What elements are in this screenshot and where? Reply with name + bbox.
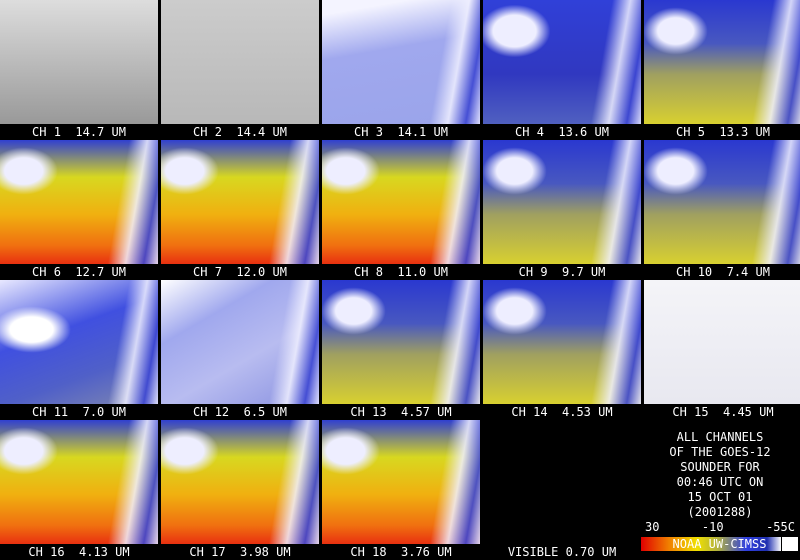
- panel: CH 2 14.4 UM: [161, 0, 319, 140]
- panel: CH 14 4.53 UM: [483, 280, 641, 420]
- panel-label: VISIBLE 0.70 UM: [507, 545, 617, 559]
- panel-image: [322, 140, 480, 264]
- panel-label: CH 15 4.45 UM: [672, 405, 774, 419]
- panel-label: CH 13 4.57 UM: [350, 405, 452, 419]
- colorbar: [641, 537, 781, 551]
- panel-image: [644, 140, 800, 264]
- panel-image: [161, 140, 319, 264]
- panel-label: CH 16 4.13 UM: [28, 545, 130, 559]
- panel: CH 18 3.76 UM: [322, 420, 480, 560]
- panel-label: CH 5 13.3 UM: [676, 125, 770, 139]
- info-line: (2001288): [687, 505, 753, 519]
- panel: CH 5 13.3 UM: [644, 0, 800, 140]
- panel-image: [161, 0, 319, 124]
- panel-image: [0, 0, 158, 124]
- panel-label: CH 1 14.7 UM: [32, 125, 126, 139]
- panel-label: CH 17 3.98 UM: [189, 545, 291, 559]
- panel-label: CH 9 9.7 UM: [518, 265, 606, 279]
- credit: NOAA UW-CIMSS: [672, 537, 767, 551]
- panel-image: [483, 420, 641, 544]
- panel-label: CH 2 14.4 UM: [193, 125, 287, 139]
- panel-image: [644, 0, 800, 124]
- panel-image: [483, 280, 641, 404]
- panel: CH 16 4.13 UM: [0, 420, 158, 560]
- panel: CH 7 12.0 UM: [161, 140, 319, 280]
- panel-label: CH 8 11.0 UM: [354, 265, 448, 279]
- panel-image: [161, 420, 319, 544]
- panel-image: [322, 420, 480, 544]
- panel-label: CH 7 12.0 UM: [193, 265, 287, 279]
- panel-label: CH 18 3.76 UM: [350, 545, 452, 559]
- panel: CH 10 7.4 UM: [644, 140, 800, 280]
- panel-image: [322, 0, 480, 124]
- panel: CH 1 14.7 UM: [0, 0, 158, 140]
- panel: CH 3 14.1 UM: [322, 0, 480, 140]
- panel: CH 13 4.57 UM: [322, 280, 480, 420]
- colorbar-labels: 30 -10 -55C: [645, 520, 795, 534]
- info-line: SOUNDER FOR: [680, 460, 760, 474]
- colorbar-end: [782, 537, 798, 551]
- panel: CH 11 7.0 UM: [0, 280, 158, 420]
- panel: CH 12 6.5 UM: [161, 280, 319, 420]
- panel: CH 8 11.0 UM: [322, 140, 480, 280]
- panel-image: [483, 140, 641, 264]
- panel-label: CH 14 4.53 UM: [511, 405, 613, 419]
- panel: CH 4 13.6 UM: [483, 0, 641, 140]
- info-line: ALL CHANNELS: [676, 430, 764, 444]
- info-line: OF THE GOES-12: [669, 445, 771, 459]
- info-line: 00:46 UTC ON: [676, 475, 764, 489]
- colorbar-label: -10: [701, 520, 724, 534]
- panel-label: CH 4 13.6 UM: [515, 125, 609, 139]
- panel-label: CH 11 7.0 UM: [32, 405, 126, 419]
- info-line: 15 OCT 01: [687, 490, 753, 504]
- panel-image: [322, 280, 480, 404]
- panel: CH 9 9.7 UM: [483, 140, 641, 280]
- panel-image: [0, 140, 158, 264]
- panel-label: CH 12 6.5 UM: [193, 405, 287, 419]
- panel-image: [0, 420, 158, 544]
- panel: CH 6 12.7 UM: [0, 140, 158, 280]
- panel-image: [483, 0, 641, 124]
- panel: CH 17 3.98 UM: [161, 420, 319, 560]
- info-block: ALL CHANNELS OF THE GOES-12 SOUNDER FOR 00:…: [640, 430, 800, 520]
- panel-image: [0, 280, 158, 404]
- panel-image: [644, 280, 800, 404]
- colorbar-label: -55C: [766, 520, 795, 534]
- panel-label: CH 10 7.4 UM: [676, 265, 770, 279]
- panel-label: CH 6 12.7 UM: [32, 265, 126, 279]
- panel-label: CH 3 14.1 UM: [354, 125, 448, 139]
- panel: VISIBLE 0.70 UM: [483, 420, 641, 560]
- colorbar-label: 30: [645, 520, 660, 534]
- panel-image: [161, 280, 319, 404]
- panel: CH 15 4.45 UM: [644, 280, 800, 420]
